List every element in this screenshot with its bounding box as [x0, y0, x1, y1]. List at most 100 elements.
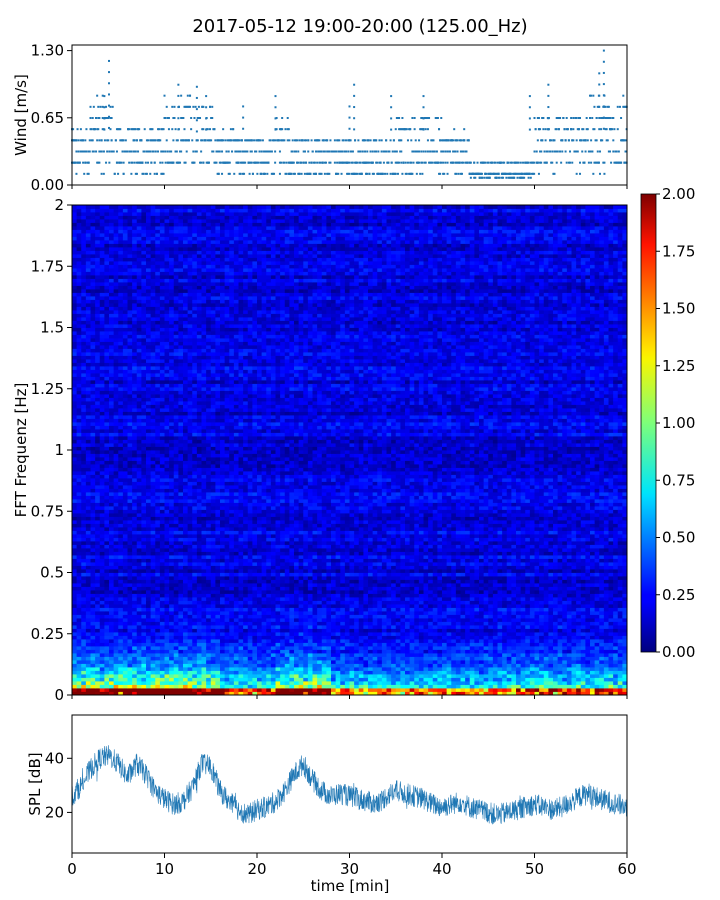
heatmap-cell [506, 653, 512, 657]
heatmap-cell [409, 674, 415, 678]
wind-point [336, 139, 339, 142]
heatmap-cell [201, 670, 207, 675]
wind-point [260, 172, 263, 175]
wind-point [391, 150, 394, 153]
heatmap-cell [553, 649, 559, 654]
wind-point [109, 128, 112, 131]
heatmap-cell [432, 684, 438, 689]
heatmap-cell [164, 635, 170, 640]
heatmap-cell [446, 642, 452, 647]
heatmap-cell [307, 677, 313, 682]
wind-point [177, 83, 180, 86]
heatmap-cell [326, 688, 332, 692]
heatmap-cell [529, 684, 535, 689]
wind-point [602, 116, 605, 119]
heatmap-cell [414, 660, 420, 664]
heatmap-cell [284, 653, 290, 657]
heatmap-cell [474, 611, 480, 615]
heatmap-cell [372, 646, 378, 650]
wind-point [165, 139, 168, 142]
heatmap-cell [284, 684, 290, 689]
heatmap-cell [178, 614, 184, 619]
heatmap-cell [506, 674, 512, 678]
heatmap-cell [474, 607, 480, 612]
heatmap-cell [469, 614, 475, 619]
heatmap-cell [109, 663, 115, 668]
heatmap-cell [432, 604, 438, 608]
wind-point [487, 161, 490, 164]
heatmap-cell [303, 649, 309, 654]
heatmap-cell [562, 632, 568, 636]
heatmap-cell [349, 628, 355, 633]
heatmap-cell [395, 618, 401, 622]
heatmap-cell [257, 600, 263, 605]
heatmap-cell [312, 632, 318, 636]
heatmap-cell [280, 688, 286, 692]
heatmap-cell [303, 628, 309, 633]
wind-point [439, 139, 442, 142]
heatmap-cell [418, 604, 424, 608]
heatmap-cell [270, 660, 276, 664]
wind-point [608, 150, 611, 153]
wind-point [375, 150, 378, 153]
wind-point [270, 172, 273, 175]
wind-point [362, 139, 365, 142]
heatmap-cell [72, 688, 78, 692]
heatmap-cell [335, 691, 341, 696]
wind-point [175, 161, 178, 164]
heatmap-cell [516, 649, 522, 654]
heatmap-cell [326, 625, 332, 629]
wind-point [466, 139, 469, 142]
heatmap-cell [224, 621, 230, 626]
heatmap-cell [599, 674, 605, 678]
wind-point [127, 128, 130, 131]
heatmap-cell [571, 642, 577, 647]
heatmap-cell [72, 632, 78, 636]
heatmap-cell [95, 677, 101, 682]
heatmap-cell [608, 674, 614, 678]
heatmap-cell [442, 656, 448, 661]
heatmap-cell [566, 649, 572, 654]
heatmap-cell [534, 607, 540, 612]
heatmap-cell [266, 646, 272, 650]
heatmap-cell [428, 681, 434, 685]
heatmap-cell [215, 681, 221, 685]
heatmap-cell [178, 625, 184, 629]
wind-point [525, 172, 528, 175]
heatmap-cell [548, 628, 554, 633]
heatmap-cell [539, 649, 545, 654]
heatmap-cell [446, 628, 452, 633]
wind-point [73, 139, 76, 142]
wind-point [526, 172, 529, 175]
heatmap-cell [358, 632, 364, 636]
wind-point [424, 161, 427, 164]
wind-point [473, 172, 476, 175]
heatmap-cell [585, 667, 591, 671]
wind-point [444, 161, 447, 164]
heatmap-cell [520, 597, 526, 601]
heatmap-cell [349, 677, 355, 682]
wind-point [459, 172, 462, 175]
heatmap-cell [72, 604, 78, 608]
heatmap-cell [335, 660, 341, 664]
wind-point [93, 128, 96, 131]
wind-point [398, 117, 401, 120]
heatmap-cell [196, 656, 202, 661]
heatmap-cell [122, 670, 128, 675]
wind-point [100, 150, 103, 153]
heatmap-cell [414, 663, 420, 668]
wind-point [418, 150, 421, 153]
heatmap-cell [557, 597, 563, 601]
heatmap-cell [571, 667, 577, 671]
heatmap-cell [257, 614, 263, 619]
heatmap-cell [594, 653, 600, 657]
heatmap-cell [321, 649, 327, 654]
heatmap-cell [247, 691, 253, 696]
heatmap-cell [298, 646, 304, 650]
heatmap-cell [516, 604, 522, 608]
wind-point [79, 128, 82, 131]
heatmap-cell [432, 614, 438, 619]
heatmap-cell [340, 691, 346, 696]
heatmap-cell [557, 677, 563, 682]
heatmap-cell [206, 656, 212, 661]
